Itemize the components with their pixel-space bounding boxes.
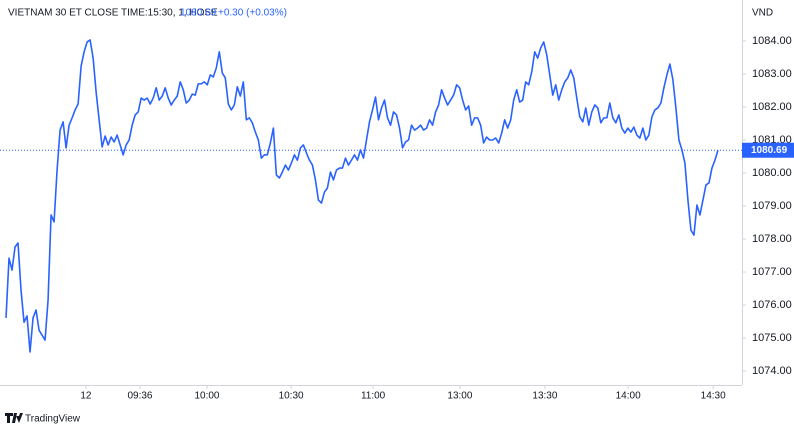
currency-label: VND xyxy=(752,8,773,19)
price-line xyxy=(5,39,719,353)
y-tick-label: 1080.00 xyxy=(752,167,792,179)
last-price-box xyxy=(742,142,794,158)
y-tick-label: 1079.00 xyxy=(752,200,792,212)
y-tick-label: 1075.00 xyxy=(752,332,792,344)
y-tick-label: 1078.00 xyxy=(752,233,792,245)
y-tick-label: 1082.00 xyxy=(752,101,792,113)
x-tick-label: 11:00 xyxy=(361,391,386,402)
x-tick-label: 10:30 xyxy=(279,391,304,402)
header-change: +0.30 (+0.03%) xyxy=(218,8,287,19)
y-tick-label: 1083.00 xyxy=(752,68,792,80)
y-tick-label: 1077.00 xyxy=(752,266,792,278)
y-tick-label: 1084.00 xyxy=(752,35,792,47)
x-tick-label: 14:00 xyxy=(616,391,641,402)
x-tick-label: 13:00 xyxy=(447,391,472,402)
brand-name: TradingView xyxy=(25,414,81,425)
header-price: 1080.69 xyxy=(180,8,217,19)
x-tick-label: 10:00 xyxy=(194,391,219,402)
x-tick-label: 14:30 xyxy=(701,391,726,402)
x-tick-label: 13:30 xyxy=(532,391,557,402)
brand-logo xyxy=(5,413,23,423)
x-tick-label: 09:36 xyxy=(127,391,152,402)
last-price-label: 1080.69 xyxy=(751,145,788,156)
logo-mark xyxy=(5,413,23,423)
y-tick-label: 1074.00 xyxy=(752,365,792,377)
y-tick-label: 1076.00 xyxy=(752,299,792,311)
chart-title: VIETNAM 30 ET CLOSE TIME:15:30, 1, HOSE xyxy=(8,8,218,19)
x-tick-label: 12 xyxy=(80,391,92,402)
